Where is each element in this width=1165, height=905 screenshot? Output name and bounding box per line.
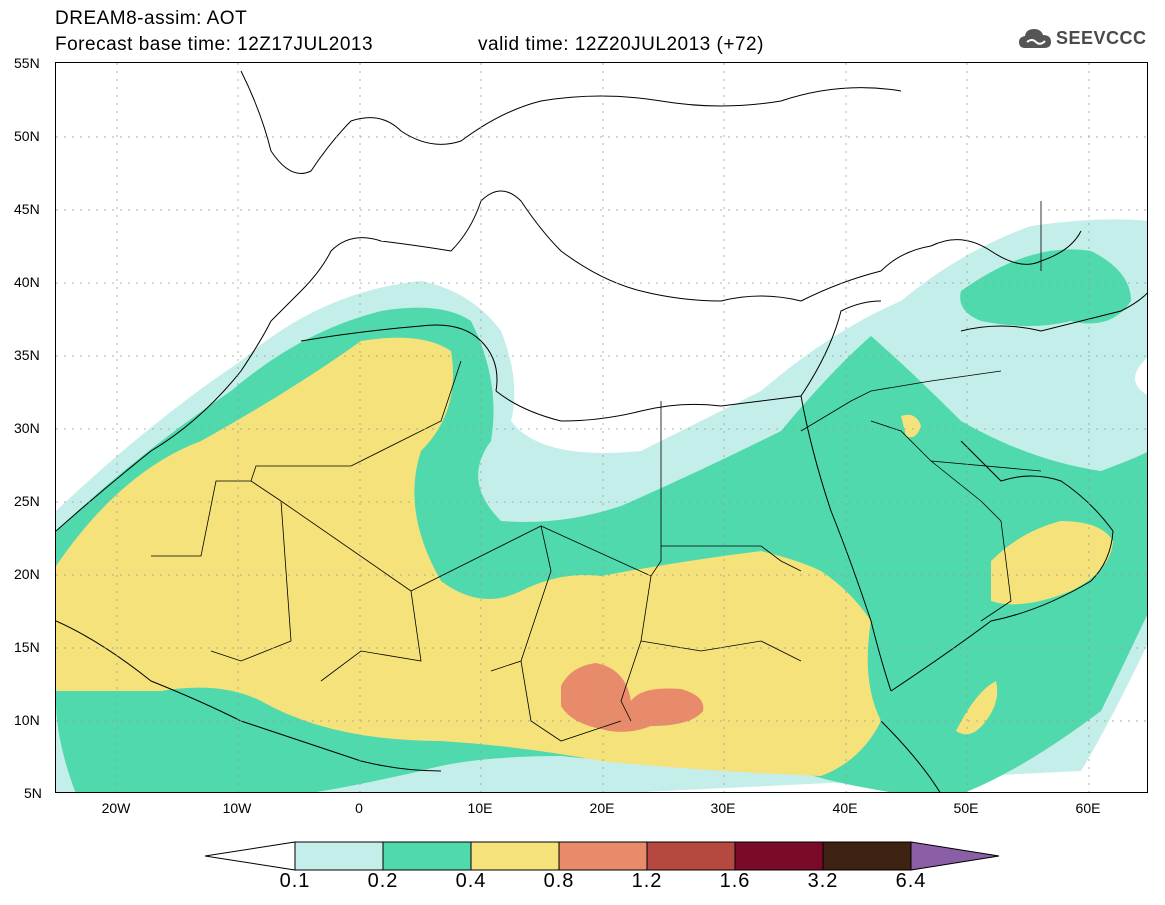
colorbar-label-6.4: 6.4: [895, 870, 927, 892]
lon-label-40e: 40E: [832, 800, 858, 816]
colorbar-segment-2: [470, 841, 560, 871]
lat-label-30n: 30N: [14, 420, 40, 436]
valid-time: valid time: 12Z20JUL2013 (+72): [478, 34, 764, 55]
colorbar-segment-above: [910, 841, 1000, 871]
colorbar-segment-6: [822, 841, 912, 871]
colorbar-segment-below: [204, 841, 296, 871]
colorbar-segment-0: [294, 841, 384, 871]
lon-label-10e: 10E: [467, 800, 493, 816]
lat-label-20n: 20N: [14, 566, 40, 582]
aot-band-0.8-1.2: [561, 663, 704, 732]
lon-label-0: 0: [355, 800, 363, 816]
lat-label-50n: 50N: [14, 128, 40, 144]
lon-label-30e: 30E: [710, 800, 736, 816]
colorbar-label-0.8: 0.8: [543, 870, 575, 892]
colorbar-label-3.2: 3.2: [807, 870, 839, 892]
colorbar-label-1.6: 1.6: [719, 870, 751, 892]
lon-label-10w: 10W: [222, 800, 252, 816]
lat-label-5n: 5N: [24, 785, 42, 801]
logo-text: SEEVCCC: [1056, 28, 1147, 48]
colorbar-segment-4: [646, 841, 736, 871]
lon-label-20e: 20E: [589, 800, 615, 816]
colorbar-label-0.2: 0.2: [367, 870, 399, 892]
lat-label-45n: 45N: [14, 201, 40, 217]
country-borders: [151, 201, 1042, 742]
lon-label-60e: 60E: [1075, 800, 1101, 816]
colorbar: [204, 841, 1000, 871]
aot-band-0.4-0.8: [56, 337, 1113, 776]
colorbar-label-0.4: 0.4: [455, 870, 487, 892]
cloud-icon: [1019, 29, 1051, 48]
seevccc-logo: SEEVCCC: [1018, 22, 1148, 56]
graticule: [56, 63, 1147, 792]
map-title: DREAM8-assim: AOT: [55, 8, 248, 29]
lat-label-55n: 55N: [14, 55, 40, 71]
lon-label-50e: 50E: [953, 800, 979, 816]
colorbar-label-1.2: 1.2: [631, 870, 663, 892]
lat-label-15n: 15N: [14, 639, 40, 655]
colorbar-segment-3: [558, 841, 648, 871]
forecast-base-time: Forecast base time: 12Z17JUL2013: [55, 34, 374, 55]
colorbar-segment-5: [734, 841, 824, 871]
lat-label-35n: 35N: [14, 347, 40, 363]
lon-label-20w: 20W: [101, 800, 131, 816]
colorbar-label-0.1: 0.1: [279, 870, 311, 892]
aot-map: [55, 62, 1148, 793]
lat-label-10n: 10N: [14, 712, 40, 728]
colorbar-segment-1: [382, 841, 472, 871]
lat-label-25n: 25N: [14, 493, 40, 509]
lat-label-40n: 40N: [14, 274, 40, 290]
